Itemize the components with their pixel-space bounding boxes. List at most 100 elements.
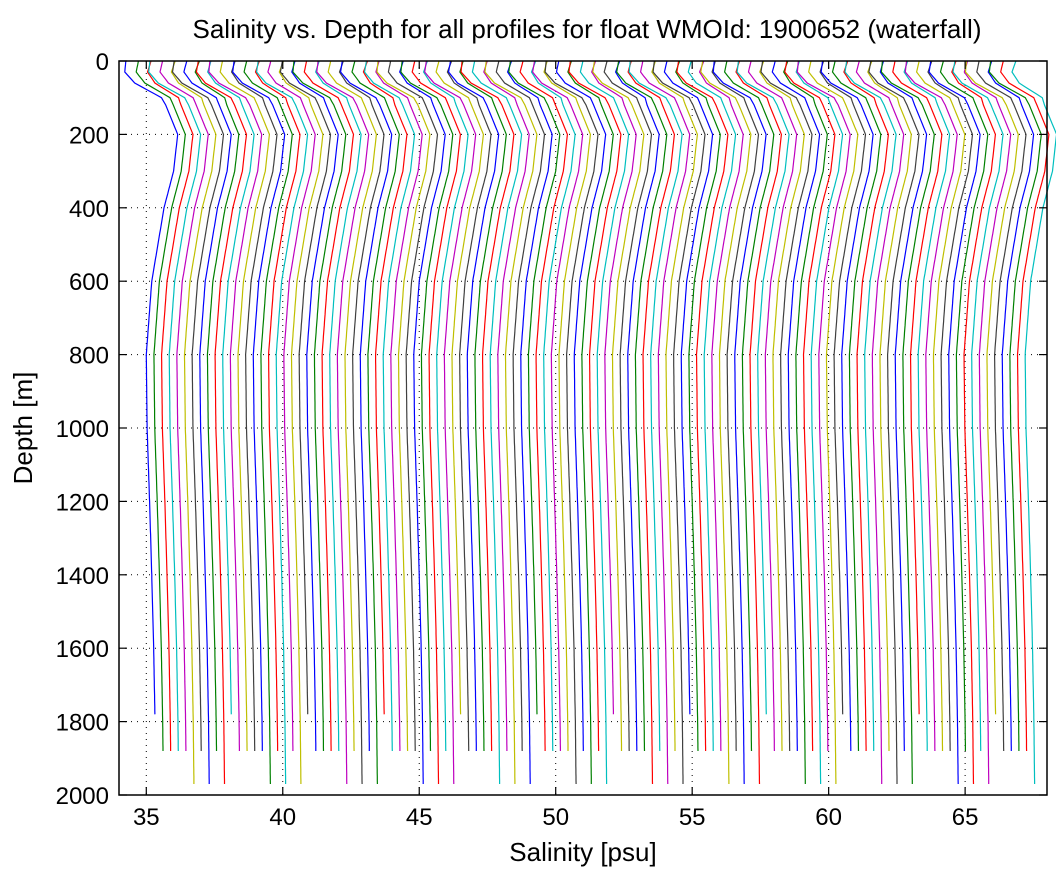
y-tick-label: 0: [96, 49, 109, 76]
profile-line: [939, 60, 989, 751]
profile-line: [952, 60, 1004, 751]
y-tick-label: 2000: [56, 783, 109, 810]
profile-line: [316, 60, 370, 785]
profile-line: [506, 60, 553, 784]
profile-line: [675, 60, 721, 752]
profile-line: [867, 60, 912, 751]
profile-line: [183, 60, 232, 784]
x-tick-label: 45: [406, 804, 433, 831]
profile-line: [855, 60, 905, 784]
profile-line: [278, 60, 324, 784]
profile-line: [1000, 60, 1050, 752]
profile-line: [363, 60, 416, 752]
profile-line: [194, 60, 240, 751]
profile-line: [327, 60, 378, 752]
profile-line: [254, 60, 301, 751]
profile-line: [243, 60, 293, 785]
profile-line: [375, 60, 423, 751]
profile-line: [747, 60, 798, 752]
y-tick-label: 1600: [56, 636, 109, 663]
profile-line: [988, 60, 1042, 751]
profile-line: [820, 60, 874, 751]
profile-line: [736, 60, 790, 715]
profile-line: [208, 60, 263, 751]
profile-line: [783, 60, 828, 784]
profile-line: [124, 60, 179, 715]
y-tick-label: 400: [69, 196, 109, 223]
profile-line: [411, 60, 462, 784]
profile-line: [543, 60, 592, 751]
profile-line: [951, 60, 997, 785]
profile-line: [267, 60, 316, 751]
profile-line: [460, 60, 515, 751]
profile-line: [698, 60, 744, 752]
profile-line: [530, 60, 576, 752]
profile-line: [148, 60, 202, 752]
profile-line: [592, 60, 645, 751]
profile-line: [435, 60, 485, 715]
x-tick-label: 40: [269, 804, 296, 831]
x-tick-label: 55: [679, 804, 706, 831]
x-axis-label: Salinity [psu]: [509, 837, 656, 867]
profile-line: [351, 60, 400, 785]
profile-line: [447, 60, 500, 751]
profile-line: [519, 60, 569, 751]
profile-line: [639, 60, 691, 785]
profile-line: [831, 60, 882, 752]
profile-line: [495, 60, 546, 752]
profile-line: [652, 60, 706, 784]
profile-line: [399, 60, 446, 784]
profile-line: [987, 60, 1035, 751]
chart-title: Salinity vs. Depth for all profiles for …: [193, 14, 982, 44]
profile-line: [531, 60, 584, 751]
profile-line: [759, 60, 806, 751]
profile-line: [303, 60, 355, 751]
y-tick-label: 1800: [56, 710, 109, 737]
profile-line: [555, 60, 607, 751]
profile-line: [676, 60, 729, 751]
profile-line: [796, 60, 851, 752]
x-axis-ticks: 35 40 45 50 55 60 65: [133, 61, 978, 831]
profile-line: [159, 60, 209, 751]
profile-line: [928, 60, 981, 785]
profile-line: [976, 60, 1027, 752]
profile-line: [292, 60, 347, 752]
profile-line: [903, 60, 951, 751]
profile-line: [195, 60, 248, 784]
profile-line: [400, 60, 454, 752]
profile-line: [315, 60, 362, 752]
profile-line: [843, 60, 890, 751]
profile-line: [663, 60, 714, 715]
profile-line: [700, 60, 752, 784]
profile-line: [904, 60, 958, 752]
profile-line: [879, 60, 928, 751]
profile-line: [735, 60, 783, 785]
profile-line: [591, 60, 637, 715]
y-axis-label: Depth [m]: [8, 372, 38, 485]
profile-line: [880, 60, 935, 784]
profile-line: [723, 60, 775, 752]
profile-line: [892, 60, 943, 715]
profile-line: [567, 60, 614, 784]
profile-line: [135, 60, 186, 751]
profile-line: [376, 60, 431, 752]
profile-line: [760, 60, 813, 752]
profile-line: [508, 60, 561, 715]
y-tick-label: 1000: [56, 416, 109, 443]
profile-line: [614, 60, 660, 751]
profile-line: [795, 60, 844, 784]
profile-line: [255, 60, 309, 784]
profile-line: [927, 60, 974, 752]
profile-line: [424, 60, 477, 785]
profile-line: [568, 60, 622, 751]
profile-line: [712, 60, 767, 785]
profile-line: [964, 60, 1019, 715]
profile-line: [387, 60, 439, 751]
y-axis-ticks: 0 200 400 600 800 1000 1200 1400 1600 1800 2000: [56, 49, 1047, 810]
profile-line: [627, 60, 676, 785]
profile-line: [459, 60, 507, 752]
y-tick-label: 1400: [56, 563, 109, 590]
profile-line: [819, 60, 867, 715]
profile-line: [687, 60, 737, 751]
